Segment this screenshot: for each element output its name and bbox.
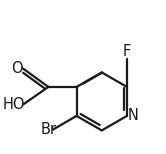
Text: HO: HO [3,97,25,112]
Text: N: N [128,108,138,123]
Text: O: O [11,61,23,76]
Text: Br: Br [41,122,57,137]
Text: F: F [123,44,131,59]
